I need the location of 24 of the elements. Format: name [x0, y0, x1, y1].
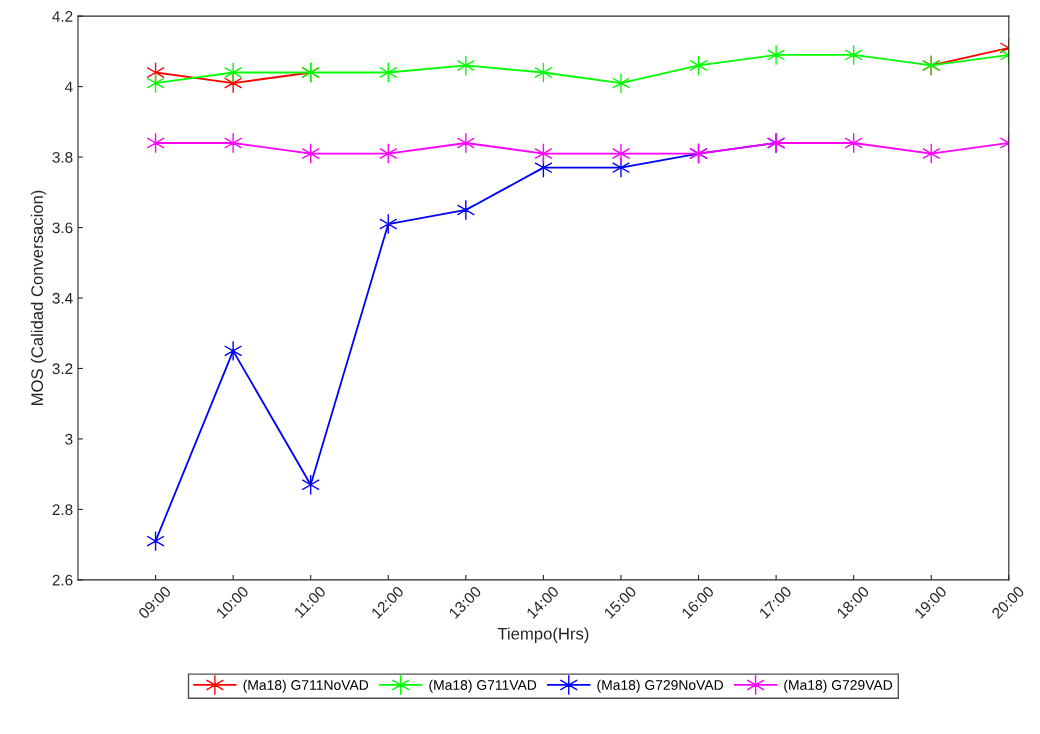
point [224, 340, 243, 362]
point [611, 143, 631, 164]
y-tick-label: 4 [64, 81, 73, 93]
x-axis-title: Tiempo(Hrs) [497, 627, 589, 643]
point [766, 44, 786, 66]
y-tick-label: 3.8 [52, 151, 73, 163]
y-tick-label: 3.6 [52, 222, 73, 234]
y-tick-label: 3.2 [52, 363, 73, 375]
y-tick-label: 2.6 [52, 574, 73, 586]
point [456, 132, 475, 154]
y-tick-label: 4.2 [52, 11, 73, 22]
point [224, 132, 243, 154]
point [456, 199, 475, 221]
y-tick-label: 3.4 [52, 292, 73, 304]
point [224, 62, 243, 83]
y-tick-label: 2.8 [52, 504, 73, 516]
legend-label: (Ma18) G711VAD [429, 679, 537, 693]
legend-label: (Ma18) G711NoVAD [243, 679, 369, 693]
point [611, 72, 631, 94]
legend-label: (Ma18) G729VAD [784, 679, 893, 693]
point [456, 55, 475, 76]
legend-label: (Ma18) G729NoVAD [597, 679, 723, 693]
y-tick-label: 3 [65, 433, 73, 445]
y-axis-title: MOS (Calidad Conversacion) [30, 190, 47, 406]
